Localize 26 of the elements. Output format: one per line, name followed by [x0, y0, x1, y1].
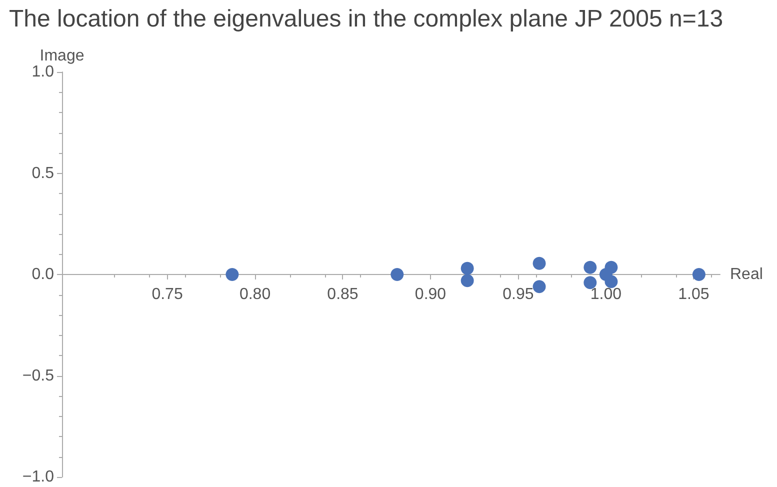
point [604, 260, 618, 274]
x-tick-label: 1.00 [590, 286, 622, 303]
y-tick-label: 1.0 [32, 64, 54, 80]
y-tick-label: 0.5 [32, 164, 54, 182]
point [390, 268, 404, 281]
x-tick-label: 0.80 [239, 286, 271, 303]
y-tick-label: 0.0 [32, 266, 54, 283]
point [584, 276, 597, 290]
y-axis-title: Image [40, 48, 84, 64]
y-tick-label: −0.5 [22, 367, 54, 384]
point [584, 260, 597, 274]
x-tick-label: 0.95 [502, 286, 534, 303]
x-tick-label: 0.75 [152, 286, 183, 303]
point [604, 275, 618, 288]
chart-title: The location of the eigenvalues in the complex plane JP 2005 n=13 [9, 6, 724, 32]
point [460, 274, 474, 288]
point [226, 268, 239, 281]
x-axis-title: Real [730, 266, 763, 283]
point [460, 262, 474, 275]
y-tick-label: −1.0 [22, 468, 54, 486]
x-tick-label: 0.85 [327, 286, 358, 303]
point [532, 280, 546, 294]
x-tick-label: 1.05 [678, 286, 710, 303]
point [532, 256, 546, 270]
point [692, 268, 706, 281]
x-tick-label: 0.90 [414, 286, 446, 303]
